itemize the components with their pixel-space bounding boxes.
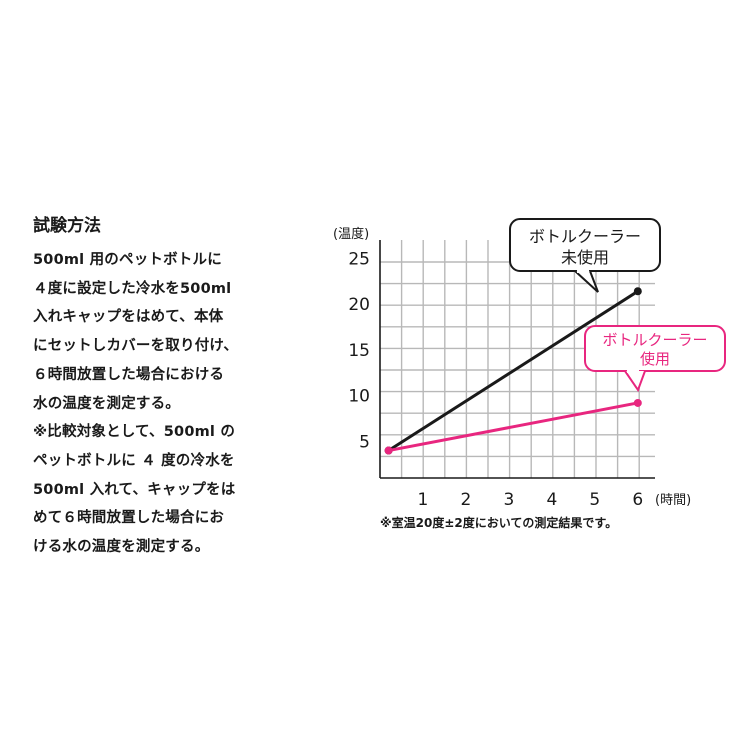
y-tick-label: 15: [348, 341, 370, 361]
series-label: 未使用: [561, 248, 609, 267]
method-line: ※比較対象として、500ml の: [33, 424, 236, 441]
series-line-0: [387, 289, 639, 452]
data-point-1: [633, 398, 642, 407]
method-line: ４度に設定した冷水を500ml: [33, 280, 232, 297]
callout-pointer-join: [577, 268, 589, 273]
method-line: ける水の温度を測定する。: [33, 539, 210, 556]
method-line: 500ml 用のペットボトルに: [33, 252, 222, 268]
method-line: 500ml 入れて、キャップをは: [33, 481, 236, 498]
callout-pointer-join: [627, 368, 639, 373]
series-label: 使用: [640, 350, 670, 368]
data-point-1: [384, 446, 393, 455]
method-line: にセットしカバーを取り付け、: [33, 338, 239, 355]
x-tick-label: 3: [503, 490, 514, 510]
method-line: 入れキャップをはめて、本体: [33, 309, 224, 326]
series-label: ボトルクーラー: [602, 331, 707, 349]
x-tick-label: 5: [589, 490, 600, 510]
y-tick-label: 25: [348, 249, 370, 269]
x-tick-label: 1: [418, 490, 429, 510]
series-label: ボトルクーラー: [529, 227, 641, 246]
method-line: ペットボトルに ４ 度の冷水を: [33, 452, 235, 469]
x-tick-label: 6: [632, 490, 643, 510]
x-tick-label: 4: [546, 490, 557, 510]
y-tick-label: 10: [348, 387, 370, 407]
method-line: めて６時間放置した場合にお: [33, 510, 225, 527]
data-point-0: [633, 287, 642, 296]
method-line: 水の温度を測定する。: [33, 395, 180, 412]
series-line-1: [388, 401, 639, 453]
y-tick-label: 5: [359, 432, 370, 452]
test-method: 試験方法 500ml 用のペットボトルに ４度に設定した冷水を500ml 入れキ…: [33, 214, 303, 562]
x-tick-label: 2: [461, 490, 472, 510]
callout-pointer: [574, 270, 599, 293]
room-temperature-note: ※室温20度±2度においての測定結果です。: [380, 516, 618, 530]
method-line: ６時間放置した場合における: [33, 366, 225, 383]
y-axis-label: (温度): [333, 226, 369, 242]
method-title: 試験方法: [33, 216, 101, 236]
callout-pointer: [624, 370, 646, 393]
x-axis-label: (時間): [655, 493, 691, 508]
y-tick-label: 20: [348, 295, 370, 315]
callout-box: [584, 325, 726, 372]
